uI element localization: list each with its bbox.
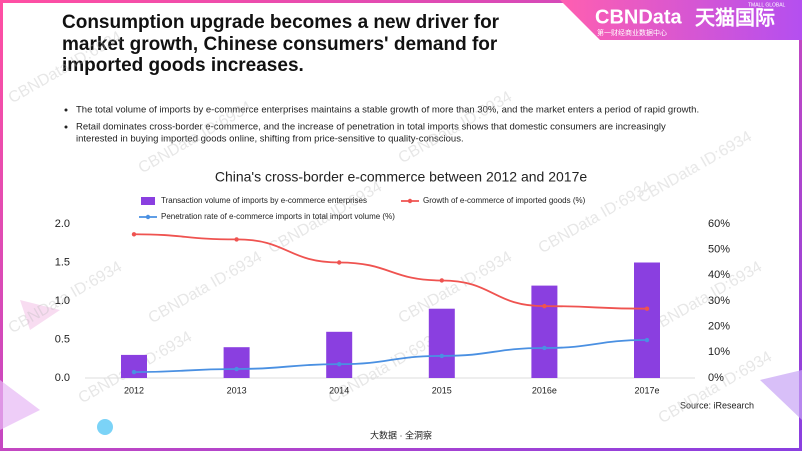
y2-tick-label: 60% [708,218,730,230]
x-tick-label: 2014 [329,385,349,395]
point [542,345,547,351]
y2-tick-label: 40% [708,269,730,281]
bar [121,354,147,378]
legend-label: Transaction volume of imports by e-comme… [161,196,367,205]
bullet: The total volume of imports by e-commerc… [76,105,699,116]
logo: CBNData [595,6,683,28]
y2-tick-label: 50% [708,244,730,256]
point [234,366,239,372]
title: Consumption upgrade becomes a new driver… [62,12,500,33]
header-band [560,0,802,40]
point [131,369,137,375]
point [542,303,547,309]
source: Source: iResearch [680,400,754,410]
title: imported goods increases. [62,55,304,76]
y-tick-label: 1.5 [55,256,70,268]
legend-label: Penetration rate of e-commerce imports i… [161,212,395,221]
point [644,306,650,311]
y2-tick-label: 20% [708,321,730,333]
bullet: interested in buying imported goods onli… [76,134,464,145]
deco [760,370,802,420]
deco [0,380,40,430]
logo2-sub: TMALL GLOBAL [748,2,786,8]
point [644,337,650,343]
x-tick-label: 2015 [432,385,452,395]
x-tick-label: 2012 [124,385,144,395]
x-tick-label: 2016e [532,385,557,395]
point [337,260,342,265]
legend-label: Growth of e-commerce of imported goods (… [423,196,586,205]
title: market growth, Chinese consumers' demand… [62,34,498,55]
y-tick-label: 2.0 [55,218,70,230]
bullet-dot [64,108,68,112]
point [439,353,444,359]
y-tick-label: 0.0 [55,372,70,384]
bar [223,347,250,378]
footer: 大数据 · 全洞察 [370,429,432,440]
legend-swatch [407,198,413,204]
point [337,361,342,367]
point [131,232,137,237]
bar [634,262,660,378]
y2-tick-label: 0% [708,372,724,384]
line [133,233,648,310]
bar [428,308,455,378]
y2-tick-label: 10% [708,346,730,358]
y2-tick-label: 30% [708,295,730,307]
bar [326,331,353,378]
bar [531,285,558,378]
bullet: Retail dominates cross-border e-commerce… [76,122,666,133]
point [439,278,444,283]
deco [20,300,60,330]
x-tick-label: 2013 [227,385,247,395]
point [234,237,239,242]
x-tick-label: 2017e [634,385,659,395]
legend-swatch [145,214,151,220]
y-tick-label: 0.5 [55,333,70,345]
logo-sub: 第一财经商业数据中心 [597,28,667,37]
deco [97,419,113,435]
y-tick-label: 1.0 [55,295,70,307]
line [133,339,648,373]
chart-title: China's cross-border e-commerce between … [215,169,588,185]
bullet-dot [64,125,68,129]
logo2: 天猫国际 [695,6,775,29]
legend-swatch [141,197,155,205]
